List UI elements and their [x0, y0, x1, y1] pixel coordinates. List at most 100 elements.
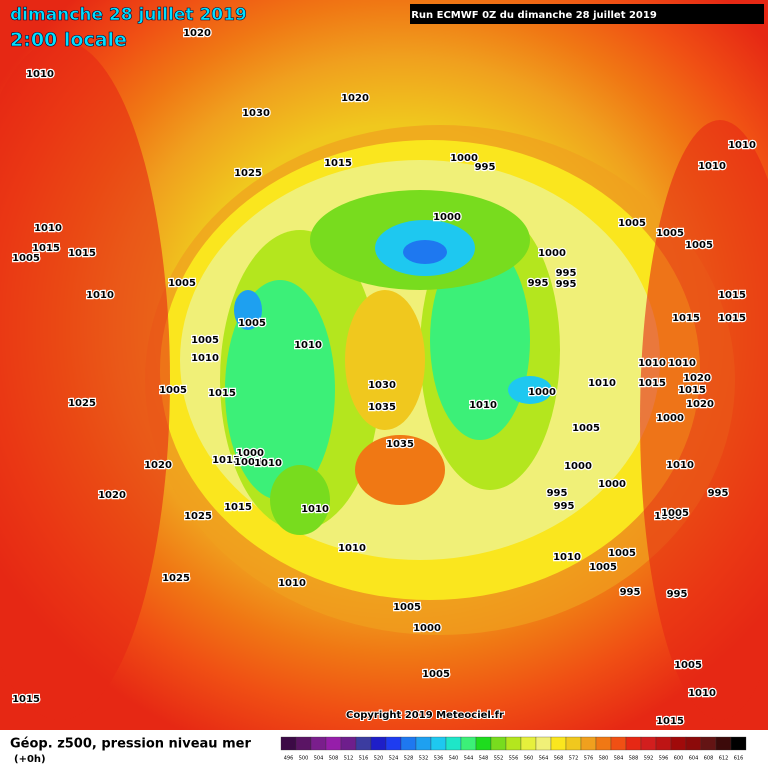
copyright: Copyright 2019 Meteociel.fr [346, 710, 504, 721]
pressure-label: 1005 [234, 457, 262, 468]
pressure-label: 1010 [254, 458, 282, 469]
legend-swatch [445, 736, 462, 751]
pressure-label: 1035 [368, 402, 396, 413]
legend-swatch [535, 736, 552, 751]
legend-value: 580 [599, 756, 609, 762]
pressure-label: 1010 [294, 340, 322, 351]
legend-value: 544 [464, 756, 474, 762]
pressure-label: 1010 [728, 140, 756, 151]
pressure-label: 1005 [656, 228, 684, 239]
legend-swatch [670, 736, 687, 751]
legend-swatch [415, 736, 432, 751]
pressure-label: 1010 [469, 400, 497, 411]
pressure-label: 1005 [159, 385, 187, 396]
pressure-label: 1020 [144, 460, 172, 471]
legend-value: 584 [614, 756, 624, 762]
pressure-label: 1020 [686, 399, 714, 410]
legend-swatch [640, 736, 657, 751]
legend-value: 516 [359, 756, 369, 762]
legend-value: 556 [509, 756, 519, 762]
legend-swatch [610, 736, 627, 751]
legend-value: 608 [704, 756, 714, 762]
legend-swatch [520, 736, 537, 751]
legend-value: 568 [554, 756, 564, 762]
legend-value: 600 [674, 756, 684, 762]
legend-swatch [625, 736, 642, 751]
legend-value: 588 [629, 756, 639, 762]
footer-subtitle: (+0h) [14, 754, 46, 765]
pressure-label: 1000 [656, 413, 684, 424]
legend-swatch [505, 736, 522, 751]
pressure-label: 1015 [12, 694, 40, 705]
legend-swatch [475, 736, 492, 751]
legend-value: 548 [479, 756, 489, 762]
footer-title: Géop. z500, pression niveau mer [10, 737, 251, 752]
map-background [0, 0, 768, 730]
pressure-label: 1000 [528, 387, 556, 398]
pressure-label: 1010 [553, 552, 581, 563]
pressure-label: 1025 [234, 168, 262, 179]
pressure-label: 1015 [678, 385, 706, 396]
pressure-label: 1000 [433, 212, 461, 223]
pressure-label: 1015 [718, 313, 746, 324]
pressure-label: 1005 [191, 335, 219, 346]
pressure-label: 1015 [68, 248, 96, 259]
pressure-labels: 1020101010201030101010101000995101510251… [11, 27, 757, 729]
legend-swatch [730, 736, 747, 751]
pressure-label: 1005 [589, 562, 617, 573]
pressure-label: 1005 [661, 508, 689, 519]
legend-value: 508 [329, 756, 339, 762]
legend-value: 536 [434, 756, 444, 762]
run-label: Run ECMWF 0Z du dimanche 28 juillet 2019 [411, 10, 657, 21]
legend-value: 532 [419, 756, 429, 762]
map-time: 2:00 locale [10, 29, 127, 51]
legend-value: 520 [374, 756, 384, 762]
legend-swatch [400, 736, 417, 751]
legend-swatch [595, 736, 612, 751]
pressure-label: 1005 [618, 218, 646, 229]
pressure-label: 1005 [238, 318, 266, 329]
legend-swatch [355, 736, 372, 751]
pressure-label: 1010 [26, 69, 54, 80]
legend-value: 616 [734, 756, 744, 762]
pressure-label: 995 [547, 488, 568, 499]
pressure-label: 1005 [168, 278, 196, 289]
legend-value: 572 [569, 756, 579, 762]
pressure-label: 1015 [32, 243, 60, 254]
pressure-label: 1020 [683, 373, 711, 384]
legend-swatch [580, 736, 597, 751]
pressure-label: 1010 [688, 688, 716, 699]
legend-value: 540 [449, 756, 459, 762]
legend-value: 564 [539, 756, 549, 762]
pressure-label: 1005 [608, 548, 636, 559]
legend-swatch [715, 736, 732, 751]
legend-swatch [385, 736, 402, 751]
pressure-label: 1000 [538, 248, 566, 259]
pressure-label: 1005 [12, 253, 40, 264]
pressure-label: 1005 [422, 669, 450, 680]
pressure-label: 995 [475, 162, 496, 173]
legend-value: 612 [719, 756, 729, 762]
pressure-label: 995 [708, 488, 729, 499]
legend-value: 560 [524, 756, 534, 762]
legend-value: 528 [404, 756, 414, 762]
pressure-label: 1005 [685, 240, 713, 251]
legend-swatch [550, 736, 567, 751]
pressure-label: 1015 [224, 502, 252, 513]
map-date: dimanche 28 juillet 2019 [10, 5, 247, 25]
pressure-label: 1010 [86, 290, 114, 301]
pressure-label: 1010 [301, 504, 329, 515]
pressure-label: 1015 [324, 158, 352, 169]
pressure-label: 1020 [98, 490, 126, 501]
pressure-label: 1005 [393, 602, 421, 613]
pressure-label: 1000 [598, 479, 626, 490]
legend-value: 604 [689, 756, 699, 762]
pressure-label: 1010 [698, 161, 726, 172]
pressure-label: 1010 [191, 353, 219, 364]
legend-swatch [430, 736, 447, 751]
legend-swatch [700, 736, 717, 751]
legend-value: 592 [644, 756, 654, 762]
legend-value: 512 [344, 756, 354, 762]
pressure-label: 1010 [638, 358, 666, 369]
legend-swatch [490, 736, 507, 751]
